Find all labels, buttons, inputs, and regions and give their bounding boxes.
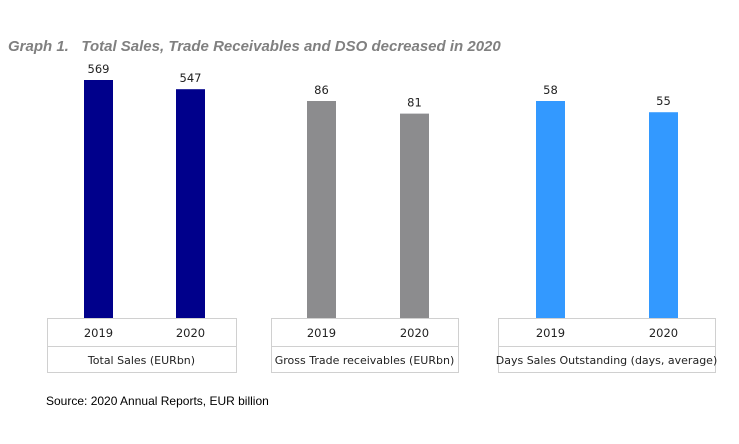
bar	[649, 112, 678, 318]
tick-label: 2019	[307, 326, 336, 340]
source-note: Source: 2020 Annual Reports, EUR billion	[46, 394, 269, 408]
data-label: 86	[314, 83, 329, 97]
bar	[84, 80, 113, 318]
tick-label: 2020	[176, 326, 205, 340]
bar	[176, 89, 205, 318]
bar	[307, 101, 336, 318]
data-label: 569	[88, 62, 110, 76]
axis-label: Total Sales (EURbn)	[87, 354, 195, 367]
tick-label: 2019	[84, 326, 113, 340]
bar	[400, 113, 429, 319]
tick-label: 2020	[400, 326, 429, 340]
chart-title: Graph 1. Total Sales, Trade Receivables …	[8, 38, 501, 55]
axis-box	[271, 318, 459, 373]
data-label: 55	[656, 94, 671, 108]
data-label: 547	[180, 71, 202, 85]
axis-label: Days Sales Outstanding (days, average)	[496, 354, 717, 367]
data-label: 58	[543, 83, 558, 97]
axis-box	[498, 318, 716, 373]
axis-box	[47, 318, 237, 373]
tick-label: 2019	[536, 326, 565, 340]
data-label: 81	[407, 96, 422, 110]
tick-label: 2020	[649, 326, 678, 340]
bar	[536, 101, 565, 318]
axis-label: Gross Trade receivables (EURbn)	[275, 354, 455, 367]
